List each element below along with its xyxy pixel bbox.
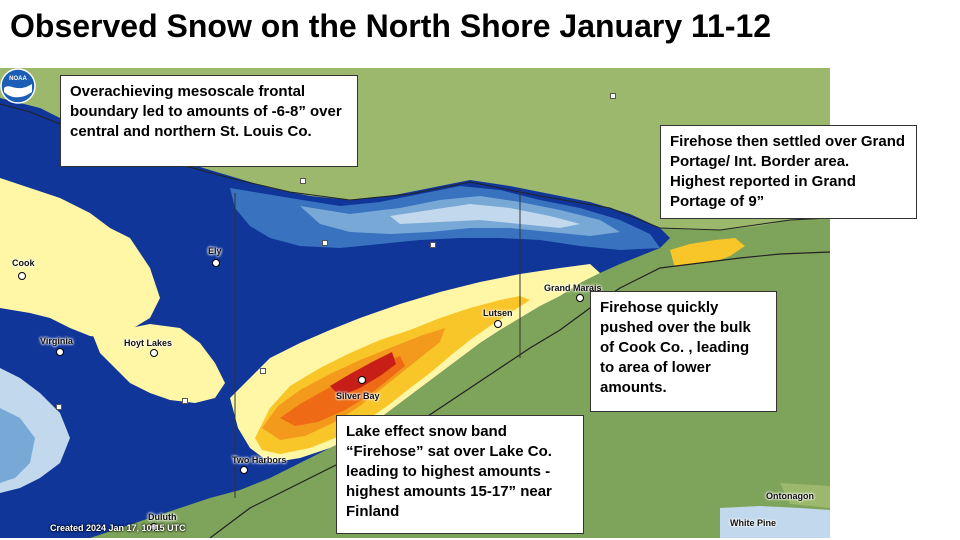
city-dot-cook bbox=[18, 272, 26, 280]
city-dot-two-harbors bbox=[240, 466, 248, 474]
station-marker bbox=[56, 404, 62, 410]
city-dot-duluth bbox=[150, 523, 158, 531]
city-dot-grand-marais bbox=[576, 294, 584, 302]
place-label-ontonagon: Ontonagon bbox=[766, 491, 814, 501]
station-marker bbox=[182, 398, 188, 404]
snow-light-blue-sw bbox=[0, 408, 35, 483]
snow-gold-grand-portage bbox=[670, 238, 745, 270]
place-label-cook: Cook bbox=[12, 258, 35, 268]
michigan-land bbox=[780, 483, 830, 508]
city-dot-silver-bay bbox=[358, 376, 366, 384]
slide-title: Observed Snow on the North Shore January… bbox=[10, 8, 772, 44]
snow-pale-blue-michigan bbox=[720, 506, 830, 538]
city-dot-hoyt-lakes bbox=[150, 349, 158, 357]
place-label-two-harbors: Two Harbors bbox=[232, 455, 287, 465]
created-timestamp: Created 2024 Jan 17, 10:15 UTC bbox=[50, 523, 186, 533]
city-dot-virginia bbox=[56, 348, 64, 356]
noaa-logo: NOAA bbox=[0, 68, 36, 104]
north-shore-line bbox=[209, 251, 830, 538]
city-dot-ely bbox=[212, 259, 220, 267]
snow-red-core bbox=[330, 352, 396, 396]
callout-cook-county: Firehose quickly pushed over the bulk of… bbox=[590, 291, 777, 412]
callout-grand-portage: Firehose then settled over Grand Portage… bbox=[660, 125, 917, 219]
place-label-grand-marais: Grand Marais bbox=[544, 283, 602, 293]
place-label-silver-bay: Silver Bay bbox=[336, 391, 380, 401]
callout-mesoscale-boundary: Overachieving mesoscale frontal boundary… bbox=[60, 75, 358, 167]
station-marker bbox=[300, 178, 306, 184]
place-label-hoyt-lakes: Hoyt Lakes bbox=[124, 338, 173, 348]
station-marker bbox=[260, 368, 266, 374]
place-label-lutsen: Lutsen bbox=[483, 308, 513, 318]
snow-yellow-central bbox=[90, 324, 225, 403]
station-marker bbox=[610, 93, 616, 99]
snow-pale-blue-border bbox=[390, 204, 580, 228]
noaa-logo-text: NOAA bbox=[9, 76, 27, 82]
snow-yellow-west bbox=[0, 178, 160, 338]
place-label-duluth: Duluth bbox=[148, 512, 177, 522]
place-label-virginia: Virginia bbox=[40, 336, 73, 346]
callout-lake-county-firehose: Lake effect snow band “Firehose” sat ove… bbox=[336, 415, 584, 534]
place-label-white-pine: White Pine bbox=[730, 518, 777, 528]
station-marker bbox=[430, 242, 436, 248]
place-label-ely: Ely bbox=[208, 246, 222, 256]
city-dot-lutsen bbox=[494, 320, 502, 328]
station-marker bbox=[322, 240, 328, 246]
